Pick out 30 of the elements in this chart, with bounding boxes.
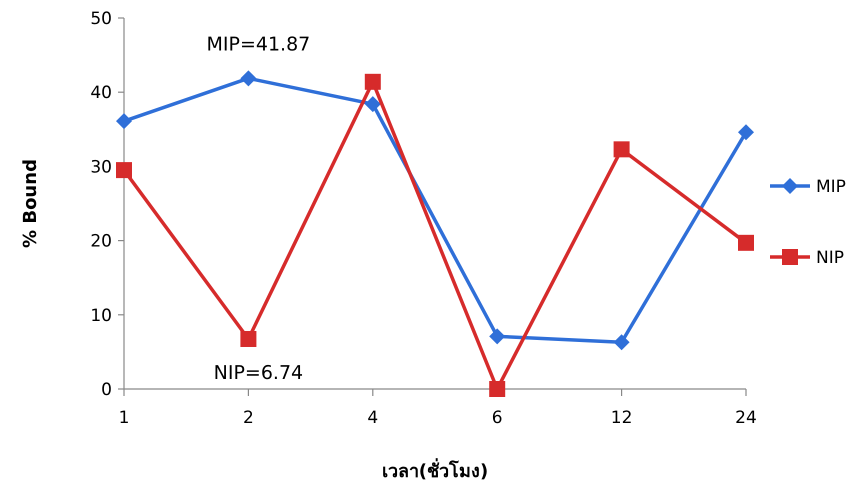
x-tick-label: 6 — [492, 408, 503, 428]
point — [240, 70, 256, 86]
y-axis-title: % Bound — [20, 159, 41, 248]
y-tick-label: 0 — [101, 380, 112, 400]
point — [364, 96, 381, 112]
x-tick-label: 2 — [242, 408, 254, 428]
annotation: NIP=6.74 — [214, 362, 304, 384]
y-tick-label: 50 — [90, 9, 112, 29]
x-tick-label: 4 — [367, 408, 378, 428]
point — [738, 124, 754, 140]
point — [489, 328, 506, 344]
legend-label: NIP — [816, 248, 844, 268]
y-tick-label: 40 — [90, 83, 112, 104]
y-tick-label: 20 — [90, 232, 112, 252]
point — [364, 74, 381, 90]
point — [614, 141, 630, 158]
point — [489, 381, 506, 397]
x-tick-label: 12 — [610, 408, 632, 428]
x-tick-label: 1 — [118, 408, 130, 428]
point — [116, 162, 132, 178]
x-tick-label: 24 — [735, 408, 757, 428]
point — [240, 330, 256, 347]
point — [116, 113, 132, 130]
x-axis-title: เวลา(ชั่วโมง) — [382, 458, 488, 482]
annotation: MIP=41.87 — [206, 33, 310, 56]
point — [738, 234, 754, 251]
point — [614, 334, 630, 350]
y-tick-label: 30 — [90, 157, 112, 178]
legend-label: MIP — [816, 177, 846, 197]
y-tick-label: 10 — [90, 306, 112, 326]
